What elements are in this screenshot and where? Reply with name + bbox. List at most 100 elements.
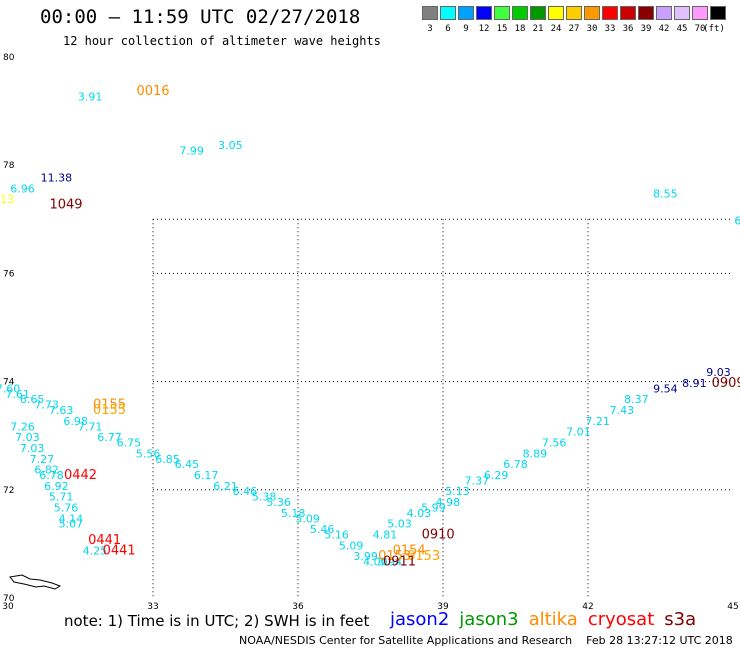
wave-height-value: 5.18 xyxy=(281,507,306,520)
x-tick-label: 33 xyxy=(147,602,158,610)
legend-label: 36 xyxy=(622,24,634,34)
legend-swatch xyxy=(692,6,708,20)
wave-height-value: 5.38 xyxy=(252,491,277,504)
wave-height-value: 5.46 xyxy=(310,523,335,536)
x-tick-label: 45 xyxy=(727,602,738,610)
wave-height-value: 6.29 xyxy=(484,469,509,482)
pass-time-label: 0442 xyxy=(64,468,97,483)
wave-height-value: 7.71 xyxy=(78,420,103,433)
legend-label: 18 xyxy=(514,24,526,34)
wave-height-value: 3.05 xyxy=(218,139,243,152)
wave-height-value: 6.98 xyxy=(63,415,88,428)
wave-height-value: 6.65 xyxy=(20,393,45,406)
y-tick-label: 74 xyxy=(3,378,15,388)
satellite-name: jason3 xyxy=(459,609,519,630)
legend-swatch xyxy=(458,6,474,20)
x-tick-label: 36 xyxy=(292,602,304,610)
pass-time-label: 0910 xyxy=(422,527,455,542)
wave-height-value: 5.09 xyxy=(339,539,364,552)
pass-time-label: 0154 xyxy=(393,544,426,559)
wave-height-value: 5.99 xyxy=(421,501,446,514)
wave-height-value: 9.54 xyxy=(653,382,678,395)
wave-height-value: 7.63 xyxy=(49,404,74,417)
satellite-name: s3a xyxy=(664,609,697,630)
pass-time-label: 0153 xyxy=(378,549,411,564)
legend-unit: (ft) xyxy=(703,24,725,34)
page-subtitle: 12 hour collection of altimeter wave hei… xyxy=(63,34,381,48)
satellite-name: altika xyxy=(528,609,578,630)
wave-height-value: 6.77 xyxy=(97,431,122,444)
wave-height-value: 4.81 xyxy=(373,528,398,541)
wave-height-value: 7.43 xyxy=(610,404,635,417)
wave-height-value: 6.45 xyxy=(175,458,200,471)
pass-time-label: 0153 xyxy=(407,549,440,564)
legend-swatch xyxy=(674,6,690,20)
wave-height-chart: 30 33 36 39 42 45 70 72 74 76 78 80 3.91 7.99 3.05 11.3… xyxy=(0,53,740,610)
wave-height-value: 8.55 xyxy=(653,188,678,201)
wave-height-value: 8.37 xyxy=(624,393,649,406)
wave-height-value: 6.92 xyxy=(44,480,69,493)
legend-swatch xyxy=(440,6,456,20)
legend-swatch xyxy=(476,6,492,20)
wave-height-value: 4.14 xyxy=(59,512,84,525)
wave-height-value: 8.89 xyxy=(523,447,548,460)
wave-height-value: 7.99 xyxy=(179,144,204,157)
satellite-legend: jason2 jason3 altika cryosat s3a xyxy=(390,609,706,630)
legend-label: 3 xyxy=(427,24,433,34)
legend-label: 6 xyxy=(445,24,451,34)
legend-label: 70 xyxy=(694,24,706,34)
legend-swatch xyxy=(512,6,528,20)
wave-height-value: 6.21 xyxy=(213,480,238,493)
wave-height-value: 7.27 xyxy=(30,453,55,466)
wave-height-value: 7.01 xyxy=(566,426,591,439)
wave-height-value: 5.56 xyxy=(136,447,161,460)
wave-height-value: 7.73 xyxy=(34,399,59,412)
coastline-shape xyxy=(9,574,62,590)
legend-label: 15 xyxy=(496,24,508,34)
pass-time-label: 0909 xyxy=(712,376,740,391)
wave-height-value: 4.00 xyxy=(363,556,388,569)
wave-height-value: 4.03 xyxy=(407,507,432,520)
legend-label: 24 xyxy=(550,24,562,34)
wave-height-value: 6.82 xyxy=(34,464,59,477)
y-tick-label: 72 xyxy=(3,486,14,496)
wave-height-value: 7.60 xyxy=(0,382,20,395)
wave-height-value: 6.78 xyxy=(39,469,64,482)
y-tick-label: 78 xyxy=(3,161,15,171)
legend-label: 21 xyxy=(532,24,544,34)
legend-swatch xyxy=(710,6,726,20)
legend-swatch xyxy=(638,6,654,20)
pass-time-label: 1049 xyxy=(49,197,82,212)
x-tick-label: 30 xyxy=(2,602,14,610)
page-title: 00:00 – 11:59 UTC 02/27/2018 xyxy=(40,6,361,28)
legend-label: 27 xyxy=(568,24,580,34)
legend-label: 30 xyxy=(586,24,598,34)
pass-time-label: 0441 xyxy=(88,533,121,548)
wave-height-value: 3.91 xyxy=(78,90,103,103)
wave-height-value: 5.16 xyxy=(324,528,349,541)
legend-label: 33 xyxy=(604,24,616,34)
wave-height-value: 7.37 xyxy=(465,474,490,487)
wave-height-value: 5.76 xyxy=(54,501,79,514)
legend-label: 9 xyxy=(463,24,469,34)
wave-height-value: 7.03 xyxy=(15,431,40,444)
wave-height-value: 5.13 xyxy=(445,485,470,498)
legend-label: 45 xyxy=(676,24,688,34)
wave-height-value: 8.91 xyxy=(682,377,707,390)
footer-note: note: 1) Time is in UTC; 2) SWH is in fe… xyxy=(64,612,370,630)
wave-height-value: 6.85 xyxy=(155,453,180,466)
wave-height-value: 6.78 xyxy=(503,458,528,471)
wave-height-value: 6.46 xyxy=(233,485,258,498)
pass-time-label: 0016 xyxy=(136,84,169,99)
wave-height-value: 7.26 xyxy=(10,420,35,433)
satellite-name: cryosat xyxy=(587,609,655,630)
wave-height-value: 5.71 xyxy=(49,491,74,504)
legend-swatch xyxy=(566,6,582,20)
legend-swatch xyxy=(602,6,618,20)
pass-time-label: 0441 xyxy=(103,544,136,559)
wave-height-value: 4.98 xyxy=(436,496,461,509)
legend-swatch xyxy=(422,6,438,20)
wave-height-value: 9.03 xyxy=(706,366,731,379)
wave-height-value: 3.94 xyxy=(378,556,403,569)
wave-height-value: 5.36 xyxy=(266,496,291,509)
